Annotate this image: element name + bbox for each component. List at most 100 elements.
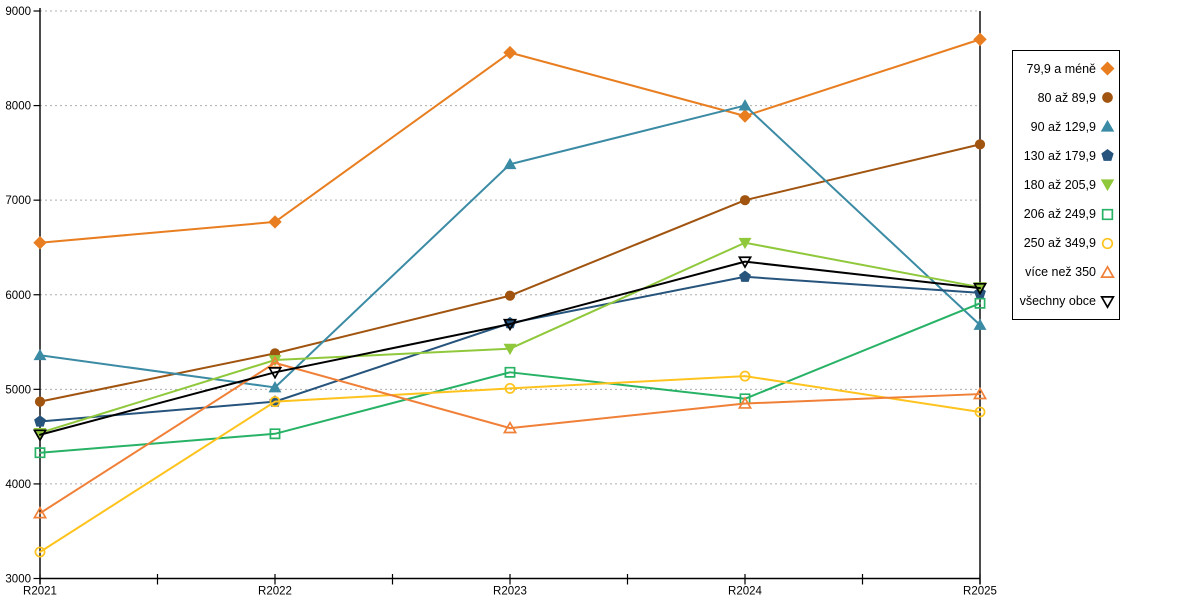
marker-triangle-down-open bbox=[972, 282, 988, 296]
series-79-9-a-m-n bbox=[33, 32, 987, 250]
y-tick-label: 5000 bbox=[5, 384, 31, 396]
marker-pentagon bbox=[739, 270, 751, 282]
series-line bbox=[39, 375, 981, 554]
marker-diamond bbox=[503, 45, 517, 60]
legend-label: 130 až 179,9 bbox=[1023, 148, 1096, 163]
marker-triangle-down-open bbox=[502, 318, 518, 332]
x-tick-label: R2024 bbox=[728, 586, 762, 598]
series-90-a-129-9 bbox=[33, 99, 987, 393]
legend-item-80-a-89-9: 80 až 89,9 bbox=[1013, 90, 1119, 105]
legend-item-250-a-349-9: 250 až 349,9 bbox=[1013, 236, 1119, 251]
series-250-a-349-9 bbox=[34, 370, 986, 558]
legend-marker-triangle-down bbox=[1100, 179, 1115, 192]
marker-pentagon bbox=[34, 415, 46, 427]
legend-marker-circle-open bbox=[1101, 237, 1114, 249]
x-tick-label: R2022 bbox=[258, 586, 292, 598]
legend-item-180-a-205-9: 180 až 205,9 bbox=[1013, 177, 1119, 192]
legend-marker-circle bbox=[1102, 92, 1113, 103]
marker-triangle-up bbox=[738, 99, 752, 111]
marker-diamond bbox=[268, 215, 282, 229]
marker-triangle-down bbox=[268, 355, 282, 367]
marker-triangle-down-open bbox=[1100, 295, 1115, 309]
marker-square-open bbox=[974, 297, 986, 309]
legend-item-130-a-179-9: 130 až 179,9 bbox=[1013, 148, 1119, 163]
marker-square-open bbox=[269, 428, 281, 440]
x-tick-label: R2025 bbox=[963, 586, 997, 598]
marker-square-open bbox=[1101, 208, 1114, 220]
marker-circle-open bbox=[504, 382, 516, 394]
y-tick-label: 8000 bbox=[5, 101, 31, 113]
series-line bbox=[39, 302, 981, 454]
marker-triangle-up bbox=[33, 348, 47, 361]
legend-marker-triangle-down-open bbox=[1100, 295, 1115, 309]
legend-item-v-ce-ne-350: více než 350 bbox=[1013, 264, 1119, 280]
marker-circle-open bbox=[34, 546, 46, 558]
legend-marker-triangle-up bbox=[1100, 120, 1115, 132]
marker-square-open bbox=[504, 366, 516, 378]
marker-triangle-up bbox=[503, 157, 517, 170]
x-tick-label: R2023 bbox=[493, 586, 527, 598]
marker-circle-open bbox=[269, 396, 281, 408]
marker-triangle-up-open bbox=[502, 420, 518, 434]
legend-item-206-a-249-9: 206 až 249,9 bbox=[1013, 207, 1119, 222]
series-180-a-205-9 bbox=[33, 237, 987, 440]
series-206-a-249-9 bbox=[34, 297, 986, 459]
legend-item-79-9-a-m-n: 79,9 a méně bbox=[1013, 61, 1119, 76]
legend: 79,9 a méně 80 až 89,9 90 až 129,9 130 až 1… bbox=[1012, 50, 1120, 320]
legend-label: více než 350 bbox=[1025, 265, 1096, 280]
marker-diamond bbox=[1100, 61, 1115, 76]
marker-triangle-up-open bbox=[737, 396, 753, 409]
legend-label: 180 až 205,9 bbox=[1023, 177, 1096, 192]
marker-triangle-down-open bbox=[32, 429, 48, 442]
series-80-a-89-9 bbox=[34, 139, 986, 407]
legend-label: všechny obce bbox=[1019, 294, 1096, 309]
y-tick-label: 6000 bbox=[5, 290, 31, 302]
series-line bbox=[39, 361, 981, 515]
marker-triangle-down bbox=[738, 237, 752, 250]
y-tick-label: 4000 bbox=[5, 479, 31, 491]
legend-marker-pentagon bbox=[1101, 149, 1114, 162]
marker-triangle-down bbox=[1100, 179, 1115, 192]
legend-label: 90 až 129,9 bbox=[1030, 119, 1096, 134]
marker-diamond bbox=[973, 32, 987, 47]
marker-circle bbox=[1102, 92, 1113, 103]
legend-item-v-echny-obce: všechny obce bbox=[1013, 294, 1119, 309]
marker-triangle-down bbox=[503, 343, 517, 356]
marker-pentagon bbox=[1101, 149, 1114, 162]
legend-label: 250 až 349,9 bbox=[1023, 236, 1096, 251]
series-v-ce-ne-350 bbox=[32, 355, 988, 519]
marker-triangle-up bbox=[1100, 120, 1115, 132]
marker-circle-open bbox=[739, 370, 751, 382]
series-line bbox=[39, 38, 981, 244]
legend-label: 206 až 249,9 bbox=[1023, 207, 1096, 222]
marker-triangle-up bbox=[268, 381, 282, 393]
marker-circle-open bbox=[974, 406, 986, 418]
marker-triangle-up bbox=[973, 318, 987, 330]
legend-item-90-a-129-9: 90 až 129,9 bbox=[1013, 119, 1119, 134]
marker-triangle-down-open bbox=[737, 256, 753, 269]
marker-diamond bbox=[738, 109, 752, 123]
marker-circle bbox=[34, 396, 46, 407]
legend-marker-triangle-up-open bbox=[1100, 264, 1115, 278]
marker-triangle-up-open bbox=[32, 506, 48, 519]
legend-label: 79,9 a méně bbox=[1026, 61, 1097, 76]
legend-label: 80 až 89,9 bbox=[1037, 90, 1096, 105]
marker-circle bbox=[974, 139, 986, 150]
series-v-echny-obce bbox=[32, 256, 988, 442]
marker-triangle-up-open bbox=[1100, 264, 1115, 278]
x-tick-label: R2021 bbox=[23, 586, 57, 598]
y-tick-label: 9000 bbox=[5, 6, 31, 18]
series-line bbox=[39, 260, 981, 436]
marker-circle-open bbox=[1101, 237, 1114, 249]
marker-diamond bbox=[33, 236, 47, 250]
marker-circle bbox=[504, 290, 516, 301]
legend-marker-diamond bbox=[1100, 61, 1115, 76]
y-tick-label: 3000 bbox=[5, 574, 31, 586]
legend-marker-square-open bbox=[1101, 208, 1114, 220]
y-tick-label: 7000 bbox=[5, 195, 31, 207]
marker-triangle-up-open bbox=[972, 386, 988, 400]
marker-square-open bbox=[34, 447, 46, 459]
marker-circle bbox=[739, 195, 751, 206]
marker-triangle-down-open bbox=[267, 367, 283, 380]
